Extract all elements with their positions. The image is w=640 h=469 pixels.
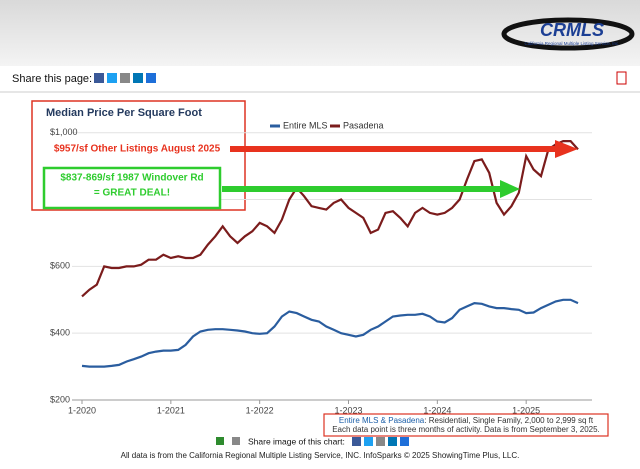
x-tick-label: 1-2021 <box>157 405 185 415</box>
share-icons[interactable] <box>94 73 156 83</box>
x-tick-label: 1-2024 <box>423 405 451 415</box>
footnote-part: : Residential, Single Family, 2,000 to 2… <box>424 416 594 425</box>
share-image-label: Share image of this chart: <box>248 436 345 446</box>
twitter-icon[interactable] <box>107 73 117 83</box>
logo-subtitle: California Regional Multiple Listing Ser… <box>524 41 619 46</box>
header-bar <box>0 0 640 66</box>
footnote: Entire MLS & Pasadena: Residential, Sing… <box>339 416 594 425</box>
logo: CRMLS <box>540 20 604 40</box>
annotation: = GREAT DEAL! <box>94 188 170 199</box>
annotation: $957/sf Other Listings August 2025 <box>54 144 221 155</box>
facebook-icon[interactable] <box>352 437 361 446</box>
legend-label: Pasadena <box>343 120 384 130</box>
linkedin-icon[interactable] <box>388 437 397 446</box>
x-tick-label: 1-2025 <box>512 405 540 415</box>
footer-credit: All data is from the California Regional… <box>121 451 520 460</box>
title-box <box>31 100 246 211</box>
x-tick-label: 1-2020 <box>68 405 96 415</box>
more-icon[interactable] <box>146 73 156 83</box>
legend-label: Entire MLS <box>283 120 328 130</box>
share-icon[interactable] <box>216 437 224 445</box>
share-image-icons[interactable] <box>352 437 409 446</box>
twitter-icon[interactable] <box>364 437 373 446</box>
linkedin-icon[interactable] <box>133 73 143 83</box>
x-tick-label: 1-2023 <box>334 405 362 415</box>
chart-title: Median Price Per Square Foot <box>46 107 202 119</box>
line-series <box>81 298 579 368</box>
line-series <box>81 140 579 298</box>
x-tick-label: 1-2022 <box>246 405 274 415</box>
footnote-box <box>323 413 609 437</box>
y-tick-label: $600 <box>50 261 70 271</box>
more-icon[interactable] <box>400 437 409 446</box>
image-icon[interactable] <box>232 437 240 445</box>
green-box <box>42 166 222 210</box>
footnote: Each data point is three months of activ… <box>332 425 600 434</box>
y-tick-label: $1,000 <box>50 127 78 137</box>
red-arrow <box>230 140 578 158</box>
share-page-label: Share this page: <box>12 73 92 85</box>
logo-swoosh <box>501 17 635 51</box>
y-tick-label: $200 <box>50 394 70 404</box>
footnote-part: Entire MLS & Pasadena <box>339 416 425 425</box>
email-icon[interactable] <box>120 73 130 83</box>
annotation: $837-869/sf 1987 Windover Rd <box>60 173 203 184</box>
email-icon[interactable] <box>376 437 385 446</box>
facebook-icon[interactable] <box>94 73 104 83</box>
green-arrow <box>222 180 520 198</box>
pdf-icon[interactable] <box>616 71 627 85</box>
y-tick-label: $400 <box>50 328 70 338</box>
